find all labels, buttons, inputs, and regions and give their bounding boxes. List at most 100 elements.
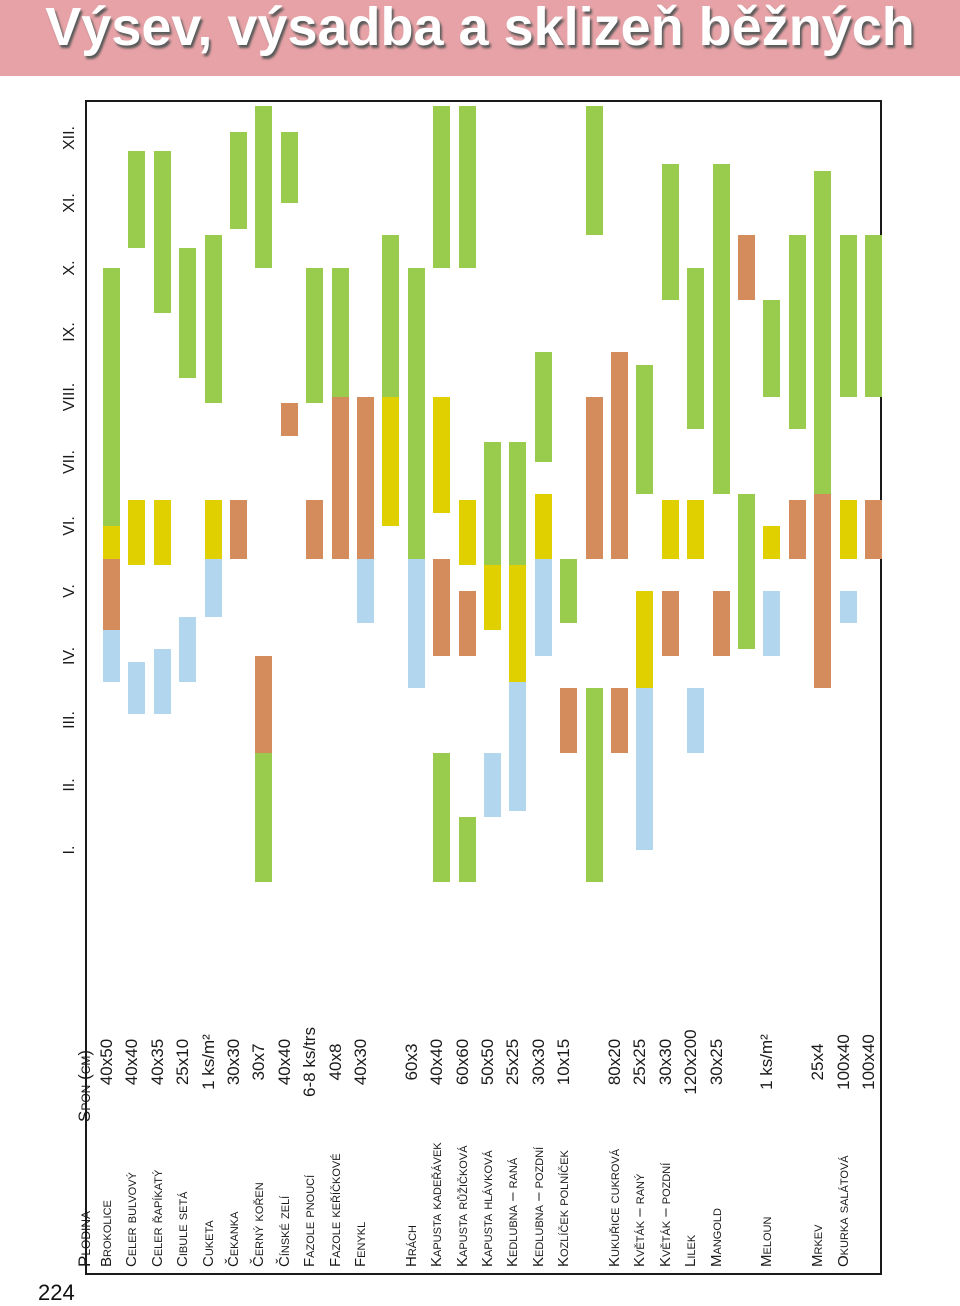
period-bar-brown: [103, 558, 120, 630]
period-bar-brown: [357, 397, 374, 559]
period-bar-green: [484, 442, 501, 566]
month-label: II.: [61, 778, 78, 792]
crop-name: Kukuřice cukrová: [606, 1148, 623, 1267]
period-bar-brown: [611, 688, 628, 753]
crop-spacing: 50x50: [478, 1038, 497, 1086]
period-bar-brown: [433, 558, 451, 656]
crop-spacing: 40x35: [147, 1038, 167, 1086]
crop-spacing: 60x60: [452, 1038, 472, 1086]
crop-spacing: 100x40: [833, 1034, 853, 1090]
period-bar-brown: [280, 403, 298, 436]
month-label: X.: [61, 260, 78, 276]
period-bar-green: [509, 442, 527, 566]
crop-spacing: 40x50: [97, 1038, 116, 1086]
crop-name: Celer bulvový: [123, 1172, 141, 1267]
period-bar-green: [382, 235, 400, 397]
period-bar-blue: [763, 591, 781, 656]
period-bar-green: [230, 131, 247, 229]
month-label: IV.: [61, 646, 78, 665]
crop-spacing: 40x40: [122, 1038, 142, 1086]
period-bar-blue: [484, 752, 501, 818]
page-number: 224: [38, 1280, 75, 1305]
period-bar-yellow: [509, 565, 527, 682]
planting-calendar-table: Plodina Spon (cm) I. II. III. IV. V. VI. VII. V…: [61, 100, 882, 1275]
crop-spacing: 25x10: [173, 1038, 193, 1086]
crop-spacing: 1 ks/m²: [757, 1034, 777, 1090]
period-bar-green: [458, 817, 476, 882]
crop-name: Lilek: [682, 1234, 700, 1267]
period-bar-yellow: [382, 397, 400, 527]
period-bar-brown: [788, 500, 806, 559]
crop-name: Kapusta hlávková: [479, 1150, 496, 1267]
period-bar-blue: [103, 629, 120, 682]
period-bar-yellow: [763, 526, 781, 559]
period-bar-green: [280, 131, 298, 203]
crop-name: Fenykl: [352, 1221, 369, 1267]
period-bar-yellow: [153, 500, 171, 566]
period-bar-brown: [611, 351, 628, 559]
period-bar-blue: [153, 649, 171, 714]
crop-name: Mrkev: [809, 1224, 827, 1267]
period-bar-blue: [636, 688, 654, 850]
crop-spacing: 30x30: [655, 1038, 675, 1086]
page-title: Výsev, výsadba a sklizeň běžných: [45, 0, 915, 57]
period-bar-brown: [458, 591, 476, 656]
crop-spacing: 30x25: [706, 1038, 726, 1086]
crop-spacing: 30x30: [224, 1038, 243, 1086]
period-bar-green: [865, 235, 882, 397]
crop-name: Čekanka: [225, 1211, 242, 1267]
crop-spacing: 60x3: [401, 1043, 421, 1081]
period-bar-green: [153, 151, 171, 313]
period-bar-green: [585, 106, 603, 236]
header-crop: Plodina: [75, 1210, 94, 1267]
period-bar-green: [534, 351, 552, 462]
period-bar-brown: [585, 397, 603, 559]
crop-spacing: 100x40: [859, 1034, 878, 1090]
period-bar-blue: [534, 558, 552, 656]
crop-name: Kedlubna – pozdní: [529, 1146, 547, 1267]
crop-spacing: 30x7: [249, 1043, 269, 1081]
crop-name: Kedlubna – raná: [504, 1157, 522, 1267]
period-bar-brown: [255, 655, 273, 753]
period-bar-green: [788, 235, 806, 430]
crop-name: Celer řapíkatý: [148, 1169, 166, 1267]
crop-spacing: 120x200: [681, 1029, 701, 1095]
month-label: VI.: [61, 516, 78, 537]
period-bar-green: [306, 267, 324, 404]
month-label: I.: [61, 845, 78, 855]
period-bar-green: [204, 235, 222, 404]
period-bar-blue: [128, 662, 146, 714]
crop-name: Mangold: [707, 1208, 725, 1267]
period-bar-green: [331, 267, 349, 397]
crop-spacing: 25x25: [630, 1038, 650, 1086]
crop-spacing: 25x4: [808, 1043, 828, 1081]
period-bar-green: [255, 752, 273, 882]
period-bar-blue: [509, 681, 527, 811]
crop-name: Kapusta kadeřávek: [428, 1142, 446, 1267]
period-bar-yellow: [484, 565, 501, 630]
period-bar-yellow: [458, 500, 476, 566]
crop-name: Cibule setá: [174, 1191, 192, 1267]
period-bar-green: [661, 164, 679, 300]
crop-spacing: 30x30: [528, 1038, 548, 1086]
period-bar-brown: [230, 500, 247, 559]
period-bar-green: [687, 267, 705, 430]
period-bar-green: [636, 364, 654, 494]
crop-spacing: 40x40: [427, 1038, 447, 1086]
period-bar-yellow: [433, 397, 451, 514]
period-bar-green: [738, 494, 755, 650]
crop-name: Kozlíček polníček: [555, 1150, 573, 1267]
crop-name: Brokolice: [98, 1200, 115, 1267]
month-label: III.: [61, 711, 78, 730]
month-label: V.: [61, 584, 78, 598]
period-bar-yellow: [687, 500, 705, 559]
crop-spacing: 10x15: [554, 1038, 574, 1086]
period-bar-green: [103, 267, 120, 527]
period-bar-green: [255, 106, 273, 268]
period-bar-brown: [306, 500, 324, 559]
crop-spacing: 40x40: [274, 1038, 294, 1086]
crop-spacing: 80x20: [605, 1038, 624, 1086]
period-bar-green: [839, 235, 857, 397]
period-bar-brown: [661, 591, 679, 656]
period-bar-yellow: [128, 500, 146, 566]
